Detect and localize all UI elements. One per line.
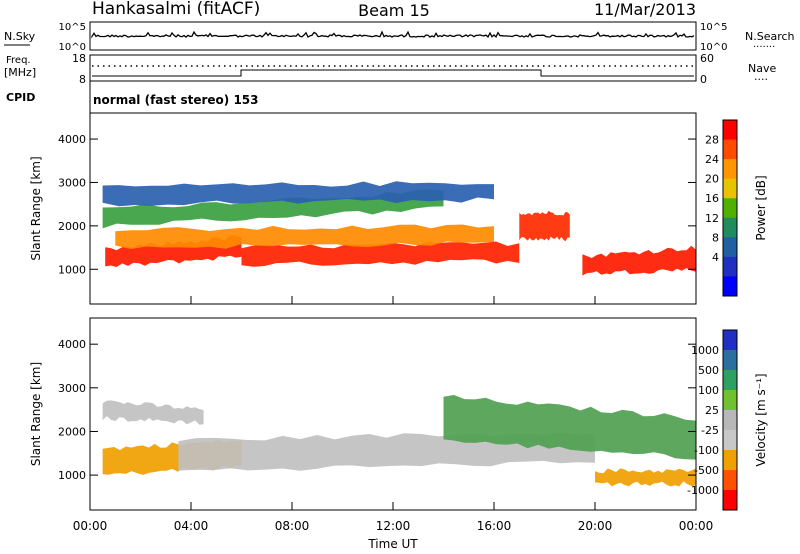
power-band-3 — [582, 245, 696, 276]
velocity-colorbar-frame — [722, 329, 738, 511]
freq-label: Freq. — [6, 55, 31, 66]
power-band-1 — [241, 241, 520, 267]
date-title: 11/Mar/2013 — [594, 0, 696, 19]
velocity-colorbar-tick: 25 — [705, 404, 719, 417]
velocity-ytick-label: 1000 — [58, 469, 86, 482]
nsearch-dots: ....... — [753, 39, 775, 50]
nsky-label: N.Sky — [4, 30, 36, 43]
power-colorbar-frame — [722, 119, 738, 297]
velocity-band-3 — [443, 395, 696, 460]
velocity-colorbar-tick: -1000 — [687, 484, 719, 497]
power-colorbar-tick: 8 — [712, 231, 719, 244]
velocity-colorbar-segment — [723, 430, 737, 451]
power-colorbar-segment — [723, 178, 737, 199]
velocity-ytick-label: 4000 — [58, 338, 86, 351]
power-colorbar-segment — [723, 237, 737, 258]
velocity-colorbar-tick: -500 — [694, 464, 719, 477]
power-colorbar-segment — [723, 217, 737, 238]
velocity-colorbar-segment — [723, 470, 737, 491]
velocity-band-2 — [102, 400, 204, 425]
velocity-colorbar-segment — [723, 490, 737, 511]
power-colorbar-segment — [723, 159, 737, 180]
velocity-xtick-label: 08:00 — [275, 519, 310, 533]
power-colorbar-segment — [723, 120, 737, 141]
power-panel: 4000 3000 2000 1000 Slant Range [km] 28 24 20 16… — [29, 112, 768, 305]
station-title: Hankasalmi (fitACF) — [92, 0, 260, 19]
velocity-colorbar-segment — [723, 450, 737, 471]
velocity-ytick-label: 3000 — [58, 382, 86, 395]
velocity-xtick-label: 04:00 — [174, 519, 209, 533]
power-colorbar-tick: 12 — [705, 212, 719, 225]
power-colorbar-tick: 20 — [705, 173, 719, 186]
power-band-2 — [519, 210, 570, 242]
velocity-colorbar-tick: 100 — [698, 384, 719, 397]
velocity-xlabel: Time UT — [367, 537, 418, 551]
cpid-label: CPID — [6, 91, 35, 104]
velocity-colorbar-tick: 500 — [698, 364, 719, 377]
velocity-xtick-label: 00:00 — [73, 519, 108, 533]
nsky-tick-left-top: 10^5 — [59, 22, 86, 33]
freq-tick-right-top: 60 — [700, 52, 714, 65]
cpid-text: normal (fast stereo) 153 — [93, 93, 259, 107]
freq-panel-frame — [89, 54, 697, 82]
power-colorbar-segment — [723, 276, 737, 297]
velocity-xtick-label: 20:00 — [578, 519, 613, 533]
power-colorbar-tick: 4 — [712, 251, 719, 264]
power-colorbar-tick: 28 — [705, 134, 719, 147]
nsky-tick-left-bottom: 10^0 — [59, 42, 86, 53]
velocity-colorbar-segment — [723, 350, 737, 371]
freq-unit-label: [MHz] — [4, 66, 36, 79]
velocity-band-4 — [595, 468, 696, 487]
power-colorbar-tick: 16 — [705, 192, 719, 205]
power-ytick-label: 3000 — [58, 176, 86, 189]
nave-label: Nave — [748, 62, 776, 75]
velocity-panel: 4000 3000 2000 1000 Slant Range [km] 00:00 04:… — [29, 317, 768, 551]
power-colorbar-segment — [723, 198, 737, 219]
power-ytick-label: 4000 — [58, 133, 86, 146]
power-ytick-label: 1000 — [58, 263, 86, 276]
velocity-colorbar-segment — [723, 370, 737, 391]
power-ylabel: Slant Range [km] — [29, 156, 43, 260]
power-colorbar-label: Power [dB] — [754, 175, 768, 240]
freq-tick-left-top: 18 — [72, 52, 86, 65]
power-ytick-label: 2000 — [58, 220, 86, 233]
power-band-6 — [102, 181, 494, 207]
velocity-colorbar-tick: -100 — [694, 444, 719, 457]
nsky-tick-right-bottom: 10^0 — [700, 42, 727, 53]
power-band-4 — [115, 224, 495, 249]
velocity-colorbar-segment — [723, 410, 737, 431]
velocity-colorbar-tick: 1000 — [691, 344, 719, 357]
velocity-colorbar-label: Velocity [m s⁻¹] — [754, 373, 768, 466]
freq-tick-right-bottom: 0 — [700, 73, 707, 86]
freq-tick-left-bottom: 8 — [79, 73, 86, 86]
power-colorbar-segment — [723, 256, 737, 277]
velocity-xtick-label: 12:00 — [376, 519, 411, 533]
velocity-colorbar-segment — [723, 330, 737, 351]
velocity-colorbar-segment — [723, 390, 737, 411]
nsky-tick-right-top: 10^5 — [700, 22, 727, 33]
nsky-panel-frame — [89, 21, 697, 51]
nave-dots: .... — [754, 70, 768, 83]
velocity-ylabel: Slant Range [km] — [29, 362, 43, 466]
velocity-colorbar-tick: -25 — [701, 424, 719, 437]
velocity-xtick-label: 16:00 — [477, 519, 512, 533]
nsearch-label: N.Search — [745, 30, 795, 43]
velocity-ytick-label: 2000 — [58, 425, 86, 438]
power-colorbar-segment — [723, 139, 737, 160]
power-colorbar-tick: 24 — [705, 153, 719, 166]
nave-step-line — [92, 69, 694, 77]
velocity-xtick-label: 00:00 — [679, 519, 714, 533]
nsky-trace — [91, 30, 695, 39]
beam-title: Beam 15 — [358, 1, 430, 20]
